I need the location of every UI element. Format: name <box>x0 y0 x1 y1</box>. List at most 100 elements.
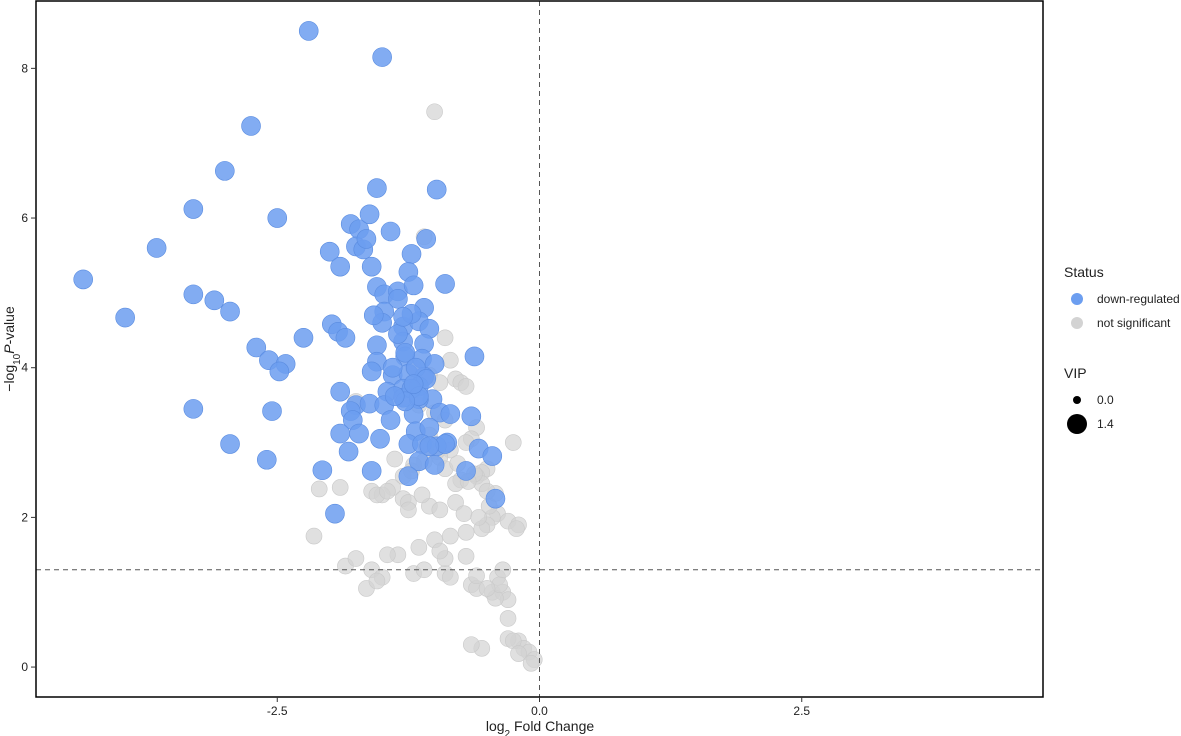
point-down-regulated <box>380 221 401 242</box>
y-axis-title: −log10P-value <box>1 306 23 392</box>
point-not-significant <box>457 378 475 395</box>
y-tick-label: 4 <box>21 361 28 375</box>
y-tick-label: 0 <box>21 660 28 674</box>
point-not-significant <box>457 548 475 565</box>
point-not-significant <box>331 479 349 496</box>
point-not-significant <box>457 524 475 541</box>
point-down-regulated <box>367 335 387 356</box>
point-down-regulated <box>356 229 377 249</box>
point-not-significant <box>410 539 428 556</box>
point-down-regulated <box>335 327 356 348</box>
point-down-regulated <box>338 441 359 462</box>
point-down-regulated <box>312 460 333 481</box>
point-not-significant <box>442 527 459 545</box>
legend-key-down-regulated <box>1071 293 1083 305</box>
point-down-regulated <box>382 357 403 378</box>
point-not-significant <box>436 329 454 347</box>
point-down-regulated <box>241 116 261 136</box>
point-down-regulated <box>256 449 277 470</box>
point-down-regulated <box>183 199 204 219</box>
point-down-regulated <box>349 423 369 444</box>
point-down-regulated <box>262 401 282 421</box>
point-down-regulated <box>384 386 405 406</box>
series-down-regulated <box>73 21 506 524</box>
point-down-regulated <box>319 241 340 262</box>
point-down-regulated <box>388 289 408 309</box>
point-down-regulated <box>401 244 422 264</box>
point-down-regulated <box>426 179 447 200</box>
point-down-regulated <box>424 455 445 475</box>
y-axis-title-pre: −log <box>1 365 17 392</box>
point-down-regulated <box>146 238 167 258</box>
point-not-significant <box>510 645 527 662</box>
point-down-regulated <box>380 410 401 430</box>
point-not-significant <box>368 572 386 590</box>
point-not-significant <box>386 450 404 468</box>
point-down-regulated <box>485 488 506 509</box>
legend-label-not-significant: not significant <box>1097 316 1171 330</box>
point-down-regulated <box>461 406 482 427</box>
point-down-regulated <box>361 256 382 277</box>
point-down-regulated <box>398 466 419 487</box>
point-down-regulated <box>419 417 440 438</box>
point-down-regulated <box>215 161 235 181</box>
point-down-regulated <box>359 204 380 225</box>
point-down-regulated <box>424 354 445 374</box>
point-not-significant <box>379 546 396 564</box>
point-down-regulated <box>372 47 392 67</box>
point-down-regulated <box>367 178 387 198</box>
x-axis-title-post: Fold Change <box>510 718 594 734</box>
point-down-regulated <box>361 361 382 382</box>
x-tick-label: 2.5 <box>793 704 810 718</box>
y-axis-title-italic: P <box>1 344 17 354</box>
point-not-significant <box>499 610 517 627</box>
point-not-significant <box>426 103 443 121</box>
point-not-significant <box>400 501 417 519</box>
point-not-significant <box>310 480 328 498</box>
x-axis-title: log2 Fold Change <box>486 718 595 736</box>
legend: Status down-regulated not significant VI… <box>1064 264 1180 434</box>
point-not-significant <box>431 501 449 519</box>
point-not-significant <box>522 655 540 672</box>
legend-size-large <box>1067 414 1087 434</box>
x-axis-title-sub: 2 <box>505 729 511 736</box>
point-not-significant <box>442 568 459 586</box>
point-down-regulated <box>416 229 437 249</box>
point-down-regulated <box>183 399 204 419</box>
point-down-regulated <box>482 446 503 466</box>
x-axis-title-pre: log <box>486 718 505 734</box>
point-down-regulated <box>183 284 204 305</box>
point-not-significant <box>455 505 473 522</box>
point-down-regulated <box>330 256 350 277</box>
legend-status-title: Status <box>1064 264 1104 280</box>
point-down-regulated <box>363 305 384 326</box>
x-axis-ticks: -2.5 0.0 2.5 <box>267 697 810 718</box>
point-down-regulated <box>269 361 290 382</box>
point-down-regulated <box>370 429 390 449</box>
point-down-regulated <box>388 324 408 344</box>
point-down-regulated <box>220 434 240 454</box>
point-down-regulated <box>330 423 350 444</box>
x-tick-label: 0.0 <box>531 704 548 718</box>
point-down-regulated <box>220 301 240 322</box>
point-not-significant <box>305 527 323 545</box>
point-not-significant <box>494 561 512 579</box>
point-not-significant <box>478 580 496 597</box>
point-down-regulated <box>395 342 416 363</box>
point-not-significant <box>347 550 365 567</box>
point-not-significant <box>504 434 522 451</box>
y-axis-title-sub: 10 <box>12 353 23 365</box>
point-not-significant <box>442 351 459 369</box>
legend-label-down-regulated: down-regulated <box>1097 292 1180 306</box>
legend-size-label-small: 0.0 <box>1097 393 1114 407</box>
legend-key-not-significant <box>1071 317 1083 329</box>
point-down-regulated <box>393 307 413 327</box>
point-not-significant <box>379 482 396 500</box>
point-down-regulated <box>419 436 440 457</box>
point-not-significant <box>431 542 449 560</box>
point-not-significant <box>468 567 485 585</box>
point-down-regulated <box>456 461 476 481</box>
point-not-significant <box>508 520 525 537</box>
y-tick-label: 6 <box>21 211 28 225</box>
